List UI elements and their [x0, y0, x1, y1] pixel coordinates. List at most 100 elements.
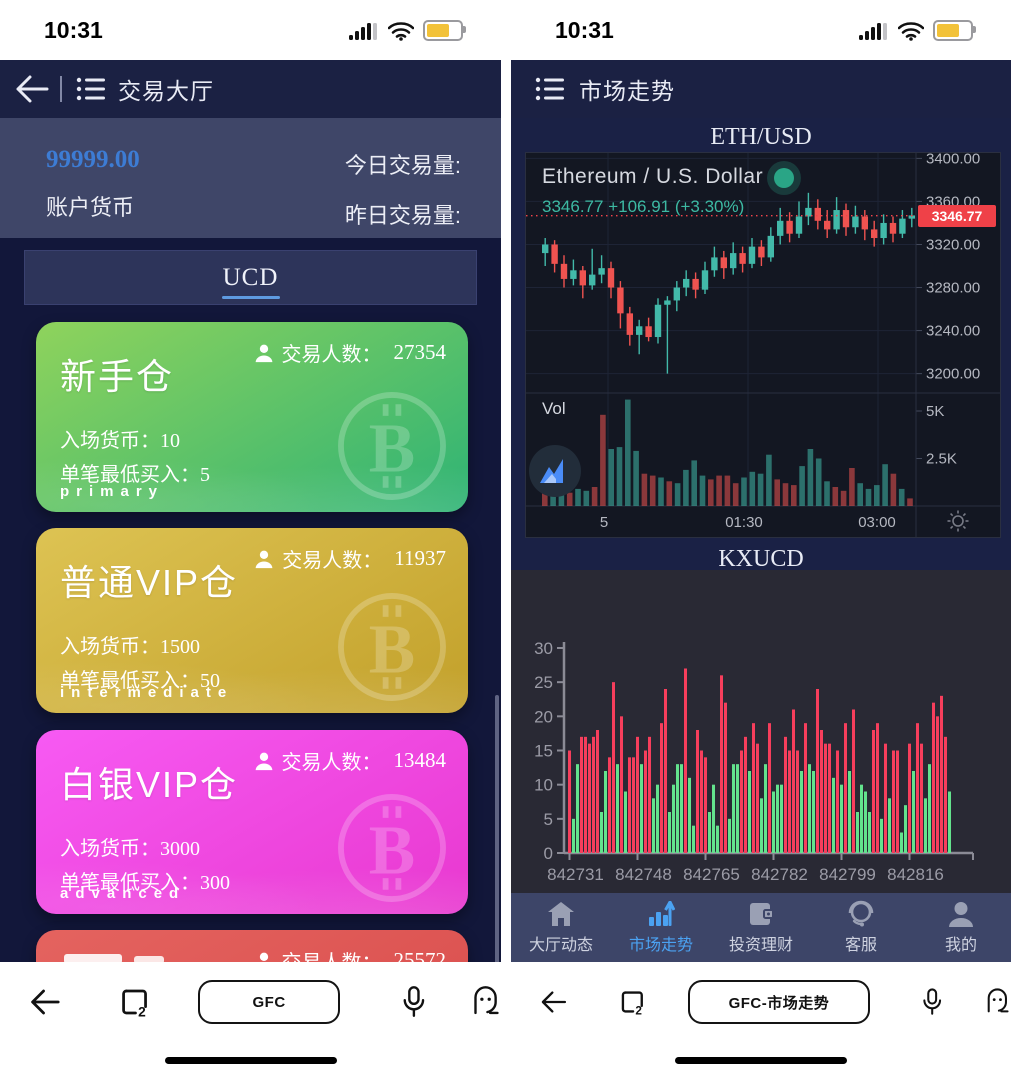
tier-title: 新手仓	[60, 356, 175, 397]
nav-item-service[interactable]: 客服	[811, 893, 911, 962]
entry-value: 10	[160, 430, 180, 452]
candlestick-chart[interactable]: 3400.00 3360.00 3320.00 3280.00 3240.00 3200.…	[525, 150, 1001, 538]
tier-level-text: primary	[60, 483, 165, 500]
trade-tier-card-primary[interactable]: 交易人数： 27354 新手仓 入场货币：10 单笔最低买入：5 primary …	[36, 322, 468, 512]
svg-text:842782: 842782	[751, 865, 808, 884]
person-icon	[255, 344, 272, 362]
entry-label: 入场货币：	[60, 430, 160, 452]
nav-item-profile[interactable]: 我的	[911, 893, 1011, 962]
svg-text:5: 5	[544, 810, 553, 829]
svg-text:B: B	[369, 612, 415, 689]
tier-title: 普通VIP仓	[60, 562, 239, 603]
svg-text:3400.00: 3400.00	[926, 153, 980, 167]
traders-count: 27354	[393, 340, 447, 364]
kxucd-bar-chart[interactable]: 0 5 10 15 20 25 30 842731 842748 842765 842782 8427…	[511, 570, 1011, 893]
wifi-icon	[388, 21, 414, 41]
tier-level-text: intermediate	[60, 684, 234, 701]
clock-text: 10:31	[555, 17, 614, 43]
browser-toolbar: 2 GFC	[0, 962, 501, 1082]
battery-icon	[423, 20, 466, 41]
tab-count: 2	[636, 1005, 643, 1018]
person-icon	[255, 752, 272, 770]
page-title: 市场走势	[579, 78, 675, 104]
tier-level-text: advanced	[60, 885, 186, 902]
market-trend-body: ETH/USD 3400.00 3360.00 3320.00 3280.00 3240…	[511, 118, 1011, 572]
browser-back-icon[interactable]	[539, 986, 567, 1018]
nav-item-invest[interactable]: 投资理财	[711, 893, 811, 962]
volume-pane-label: Vol	[542, 399, 566, 418]
home-indicator[interactable]	[675, 1057, 847, 1064]
browser-back-icon[interactable]	[28, 986, 61, 1018]
svg-text:842731: 842731	[547, 865, 604, 884]
status-bar: 10:31	[511, 0, 1011, 60]
min-buy-label: 单笔最低买入：	[60, 464, 200, 486]
svg-text:3200.00: 3200.00	[926, 366, 980, 383]
traders-label: 交易人数：	[281, 752, 382, 774]
min-buy-value: 300	[200, 872, 230, 894]
status-bar: 10:31	[0, 0, 501, 60]
active-tab-underline	[221, 296, 280, 299]
battery-icon	[933, 20, 976, 41]
bottom-nav-bar: 大厅动态 市场走势 投资理财	[511, 893, 1011, 962]
account-balance-label: 账户货币	[46, 195, 135, 220]
svg-text:30: 30	[534, 639, 553, 658]
app-header: 市场走势	[511, 60, 1011, 118]
nav-item-hall[interactable]: 大厅动态	[511, 893, 611, 962]
bar-chart-title: KXUCD	[718, 546, 804, 572]
list-menu-icon[interactable]	[535, 76, 565, 102]
home-indicator[interactable]	[164, 1057, 337, 1064]
yesterday-volume-label: 昨日交易量:	[344, 203, 461, 228]
browser-url-pill[interactable]: GFC	[198, 980, 341, 1024]
market-trend-icon	[649, 900, 675, 926]
tab-count: 2	[138, 1005, 146, 1019]
chart-change: +106.91 (+3.30%)	[608, 197, 745, 216]
svg-text:842799: 842799	[819, 865, 876, 884]
clipped-title-fragment	[134, 956, 164, 964]
list-menu-icon[interactable]	[76, 76, 106, 102]
browser-url-pill[interactable]: GFC-市场走势	[687, 980, 870, 1024]
current-price-tag: 3346.77	[918, 205, 996, 227]
chart-last-price: 3346.77	[542, 197, 604, 216]
traders-count: 13484	[393, 748, 447, 772]
browser-profile-icon[interactable]	[470, 985, 501, 1019]
bitcoin-watermark-icon: B	[338, 794, 446, 902]
person-icon	[255, 550, 273, 568]
microphone-icon[interactable]	[922, 984, 942, 1020]
kline-pair-title: ETH/USD	[710, 124, 812, 150]
bar-chart-canvas: 0 5 10 15 20 25 30 842731 842748 842765 842782 8427…	[534, 639, 974, 884]
browser-profile-icon[interactable]	[984, 985, 1011, 1019]
svg-text:5: 5	[600, 514, 608, 531]
chart-symbol-label: Ethereum / U.S. Dollar	[542, 165, 764, 188]
nav-item-market[interactable]: 市场走势	[611, 893, 711, 962]
svg-text:5K: 5K	[926, 403, 944, 420]
svg-text:B: B	[369, 411, 415, 488]
svg-text:10: 10	[534, 776, 553, 795]
svg-text:15: 15	[534, 742, 553, 761]
home-icon	[548, 901, 574, 926]
cellular-signal-icon	[349, 22, 377, 40]
profile-icon	[949, 901, 973, 927]
page-scrollbar[interactable]	[495, 695, 499, 985]
browser-toolbar: 2 GFC-市场走势	[511, 962, 1011, 1082]
svg-text:20: 20	[534, 707, 553, 726]
back-arrow-icon[interactable]	[14, 74, 50, 104]
svg-text:3320.00: 3320.00	[926, 236, 980, 253]
svg-text:842765: 842765	[683, 865, 740, 884]
svg-text:2.5K: 2.5K	[926, 451, 957, 468]
trade-tier-card-intermediate[interactable]: 交易人数： 11937 普通VIP仓 入场货币：1500 单笔最低买入：50 in…	[36, 528, 468, 713]
entry-label: 入场货币：	[60, 838, 160, 860]
svg-text:3240.00: 3240.00	[926, 323, 980, 340]
tier-title: 白银VIP仓	[60, 764, 239, 805]
svg-text:0: 0	[544, 844, 553, 863]
browser-tabs-icon[interactable]: 2	[619, 985, 646, 1019]
trade-tier-card-advanced[interactable]: 交易人数： 13484 白银VIP仓 入场货币：3000 单笔最低买入：300 a…	[36, 730, 468, 914]
microphone-icon[interactable]	[402, 984, 426, 1020]
min-buy-label: 单笔最低买入：	[60, 872, 200, 894]
tab-ucd[interactable]: UCD	[24, 250, 477, 305]
browser-tabs-icon[interactable]: 2	[119, 985, 150, 1019]
clipped-title-fragment	[64, 954, 122, 964]
account-balance: 99999.00	[46, 146, 140, 173]
header-divider	[60, 76, 62, 102]
bitcoin-watermark-icon: B	[338, 593, 446, 701]
